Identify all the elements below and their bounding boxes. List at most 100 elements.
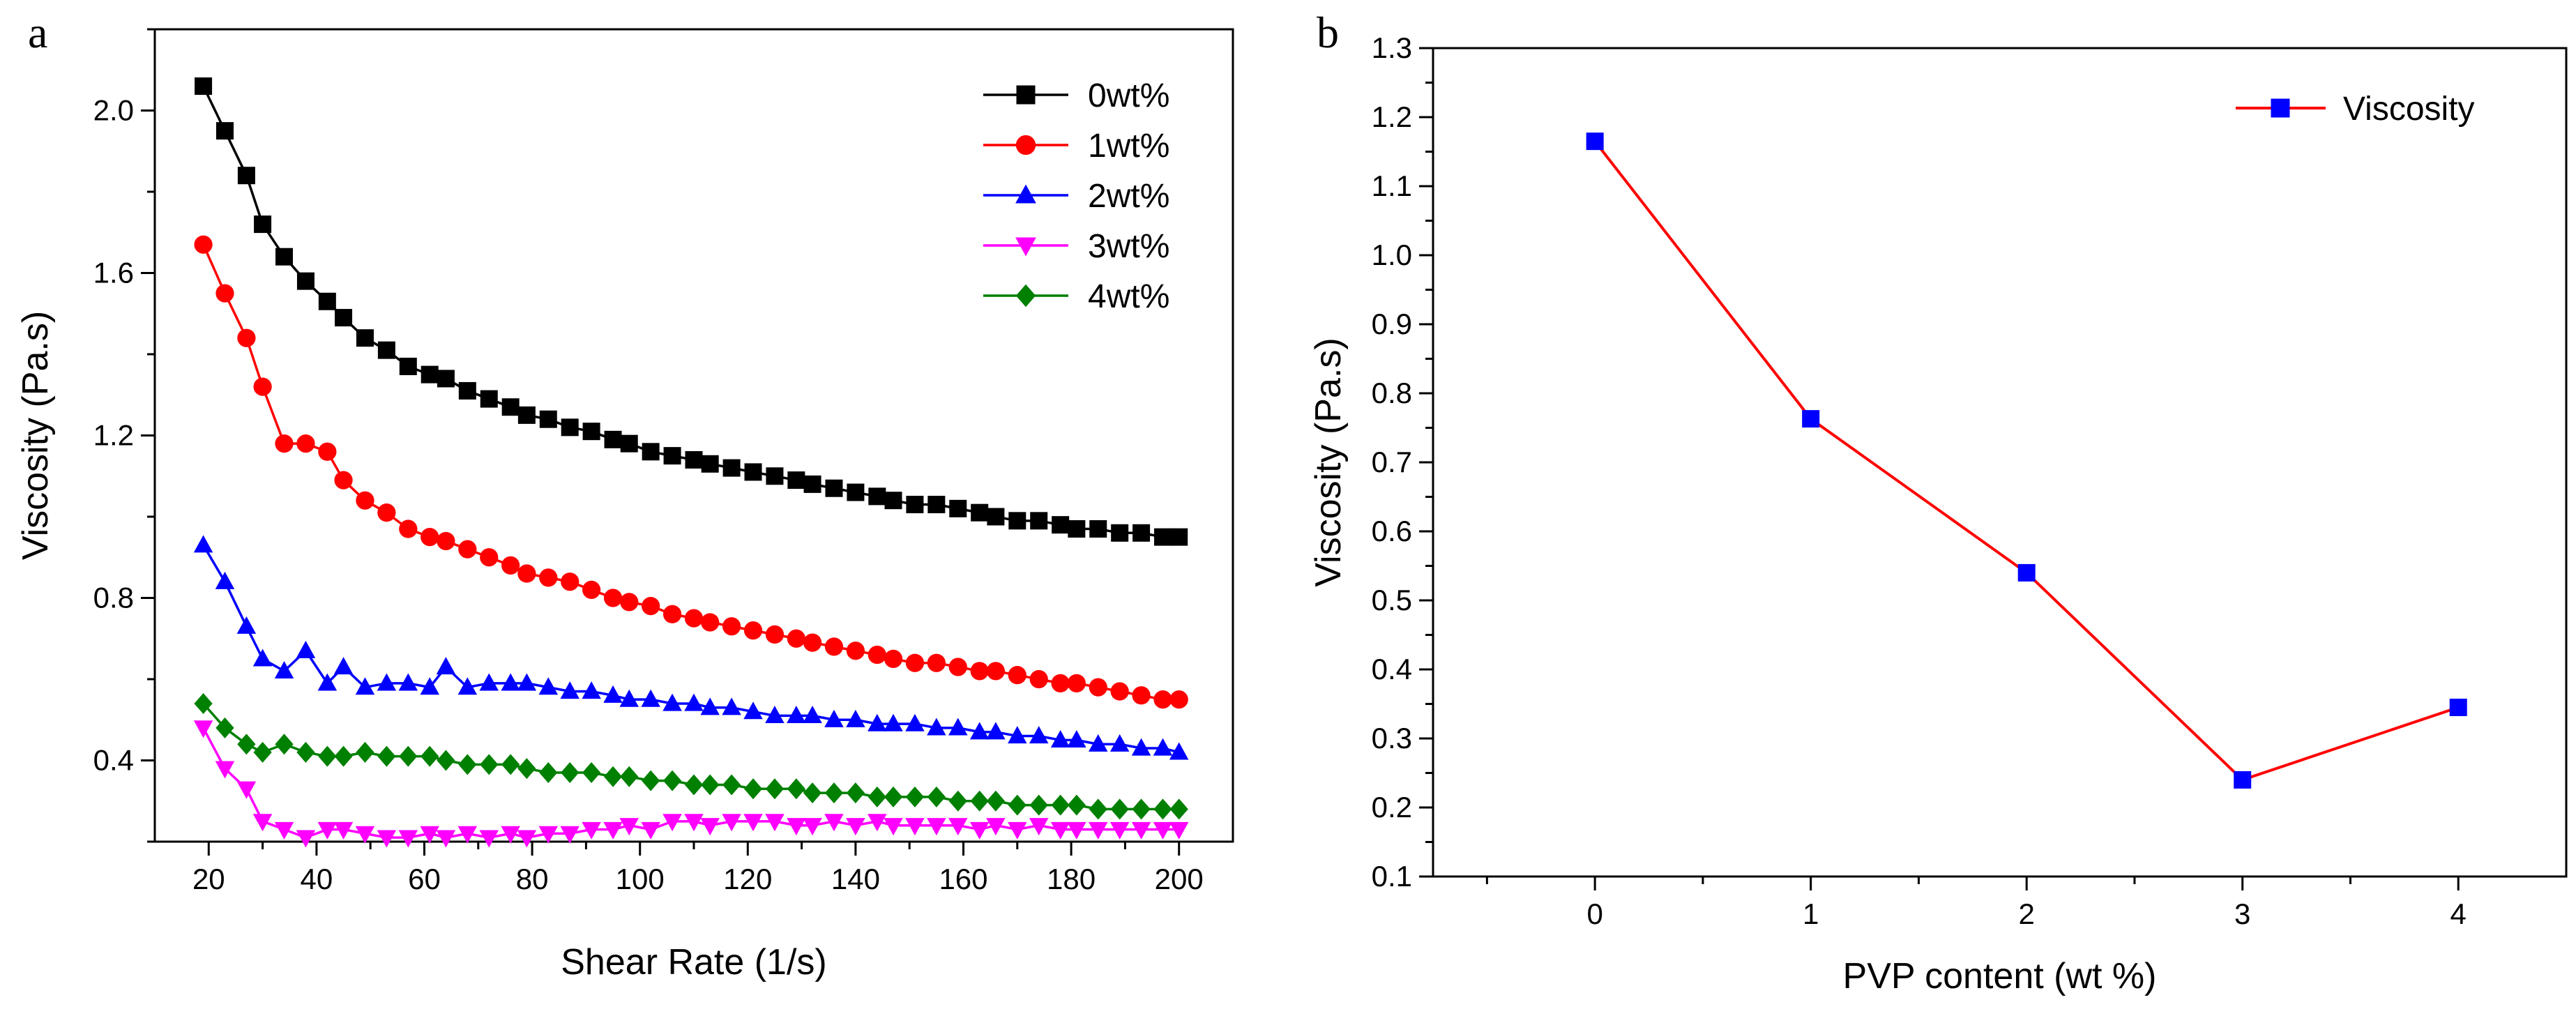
- data-point: [824, 709, 844, 727]
- data-point: [620, 434, 638, 453]
- data-point: [662, 693, 682, 711]
- data-point: [970, 790, 989, 812]
- data-point: [867, 713, 887, 731]
- data-point: [561, 761, 579, 783]
- data-point: [582, 761, 601, 783]
- data-point: [949, 499, 967, 517]
- data-point: [905, 786, 925, 807]
- data-point: [215, 571, 235, 589]
- data-point: [1109, 734, 1130, 752]
- data-point: [884, 713, 903, 731]
- data-point: [254, 215, 272, 234]
- x-tick-label: 200: [1155, 863, 1204, 895]
- y-tick-label: 0.8: [1372, 377, 1412, 409]
- data-point: [700, 697, 720, 715]
- series-4wt%: [194, 692, 1188, 820]
- data-point: [1169, 742, 1189, 760]
- panel-b-letter: b: [1317, 8, 1339, 57]
- data-point: [193, 535, 213, 553]
- data-point: [1067, 794, 1086, 816]
- x-tick-label: 80: [516, 863, 549, 895]
- data-point: [700, 818, 720, 836]
- data-point: [561, 418, 579, 437]
- x-tick-label: 3: [2234, 897, 2250, 930]
- data-point: [195, 77, 213, 96]
- data-point: [1110, 798, 1129, 820]
- data-point: [561, 572, 579, 591]
- data-point: [517, 830, 537, 848]
- data-point: [884, 492, 902, 510]
- y-tick-label: 2.0: [93, 94, 134, 127]
- data-point: [1050, 730, 1070, 748]
- data-point: [356, 329, 374, 347]
- x-tick-label: 40: [301, 863, 333, 895]
- y-tick-label: 1.0: [1372, 238, 1412, 271]
- legend-marker: [2271, 98, 2290, 118]
- data-point: [1111, 524, 1129, 542]
- data-point: [318, 292, 336, 310]
- data-point: [641, 821, 660, 840]
- data-point: [2017, 563, 2036, 582]
- legend-marker: [1015, 135, 1036, 155]
- data-point: [420, 826, 439, 844]
- data-point: [377, 503, 396, 522]
- data-point: [1089, 798, 1107, 820]
- x-tick-label: 4: [2450, 897, 2467, 930]
- data-point: [1169, 798, 1188, 820]
- x-tick-label: 0: [1586, 897, 1603, 930]
- series-2wt%: [193, 535, 1189, 760]
- data-point: [275, 734, 294, 755]
- data-point: [437, 750, 455, 771]
- data-point: [722, 617, 741, 636]
- data-point: [582, 821, 601, 840]
- data-point: [317, 673, 338, 691]
- data-point: [868, 487, 886, 506]
- data-point: [236, 616, 257, 634]
- data-point: [722, 814, 741, 832]
- data-point: [662, 770, 682, 791]
- data-point: [194, 235, 213, 254]
- data-point: [1008, 726, 1027, 744]
- data-point: [399, 519, 418, 538]
- data-point: [421, 365, 439, 384]
- data-point: [1008, 821, 1027, 840]
- data-point: [642, 443, 660, 461]
- data-point: [1109, 821, 1130, 840]
- data-point: [1067, 821, 1086, 840]
- data-point: [620, 593, 639, 612]
- data-point: [722, 697, 741, 715]
- data-point: [787, 706, 806, 724]
- data-point: [1051, 794, 1070, 816]
- x-tick-label: 2: [2019, 897, 2035, 930]
- data-point: [663, 447, 681, 465]
- panel-b-frame: [1432, 47, 2568, 878]
- data-point: [253, 377, 272, 396]
- y-tick-label: 0.4: [93, 744, 134, 777]
- legend-label: 4wt%: [1088, 278, 1169, 315]
- data-point: [458, 540, 477, 559]
- data-point: [437, 370, 455, 388]
- data-point: [927, 818, 946, 836]
- data-point: [296, 741, 315, 763]
- panel-b: b 0 1 2 3 4 0.1 0.2 0.3 0.4 0.5 0.6 0.7 0.8 0.9 1.0 1.1…: [1308, 8, 2568, 996]
- x-tick-label: 1: [1803, 897, 1819, 930]
- panel-a: a 20 40 60 80 100 120 140 160 180 200 0.4 0.8 1.2 1.6…: [15, 8, 1234, 983]
- data-point: [684, 609, 704, 628]
- data-point: [501, 754, 520, 775]
- panel-a-letter: a: [28, 8, 47, 57]
- data-point: [398, 830, 418, 848]
- data-point: [582, 423, 600, 441]
- data-point: [1051, 674, 1070, 692]
- data-point: [480, 754, 499, 775]
- y-axis-title: Viscosity (Pa.s): [1308, 337, 1349, 586]
- y-tick-label: 0.7: [1372, 446, 1412, 478]
- data-point: [1170, 528, 1188, 546]
- data-point: [787, 778, 805, 800]
- y-tick-label: 0.3: [1372, 722, 1412, 754]
- data-point: [1169, 821, 1189, 840]
- data-point: [1153, 690, 1172, 709]
- data-point: [252, 648, 273, 667]
- data-point: [1089, 678, 1107, 697]
- legend-label: 0wt%: [1088, 77, 1169, 114]
- data-point: [377, 673, 397, 691]
